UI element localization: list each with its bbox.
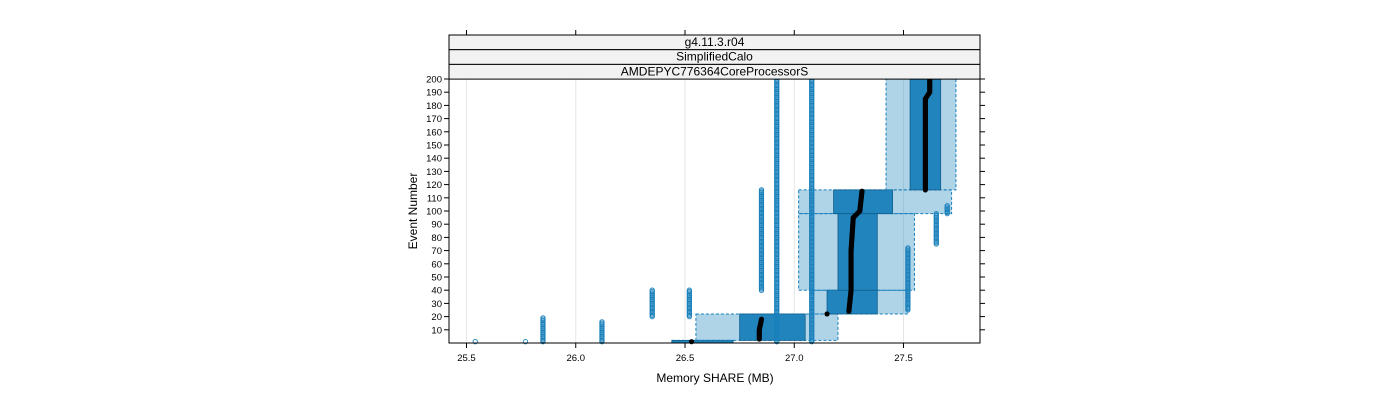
y-tick-label: 60 bbox=[431, 259, 442, 270]
outlier-point bbox=[686, 287, 693, 293]
outlier-points bbox=[472, 76, 950, 345]
median-points bbox=[688, 76, 933, 345]
y-tick-label: 80 bbox=[431, 233, 442, 244]
x-tick-label: 26.0 bbox=[566, 353, 585, 364]
grid-lines bbox=[465, 79, 905, 343]
y-tick-label: 190 bbox=[426, 88, 442, 99]
strip-header bbox=[448, 63, 981, 80]
iqr-box bbox=[739, 313, 806, 341]
y-tick-label: 200 bbox=[426, 75, 442, 86]
iqr-box bbox=[837, 213, 878, 291]
outlier-point bbox=[758, 187, 765, 193]
y-tick-label: 170 bbox=[426, 114, 442, 125]
x-axis-title: Memory SHARE (MB) bbox=[656, 371, 773, 385]
y-tick-label: 130 bbox=[426, 167, 442, 178]
strip-label: SimplifiedCalo bbox=[676, 50, 753, 64]
outlier-point bbox=[522, 339, 529, 345]
y-tick-label: 90 bbox=[431, 220, 442, 231]
axis-ticks: 25.5 26.0 26.5 27.0 27.5 10 20 30 40 50 60 70 80 90 10… bbox=[426, 30, 985, 364]
y-tick-label: 100 bbox=[426, 207, 442, 218]
outlier-point bbox=[599, 319, 605, 325]
y-tick-label: 120 bbox=[426, 180, 442, 191]
outlier-point bbox=[540, 315, 546, 321]
y-tick-label: 160 bbox=[426, 127, 442, 138]
y-tick-label: 140 bbox=[426, 154, 442, 165]
y-tick-label: 180 bbox=[426, 101, 442, 112]
outlier-point bbox=[944, 203, 950, 209]
strip-label: g4.11.3.r04 bbox=[685, 35, 745, 49]
y-tick-label: 110 bbox=[427, 193, 442, 204]
median-point bbox=[824, 311, 830, 317]
box-plots bbox=[671, 78, 957, 344]
outlier-point bbox=[472, 339, 478, 345]
strip-label: AMDEPYC776364CoreProcessorS bbox=[621, 64, 808, 78]
outlier-point bbox=[649, 287, 655, 293]
median-point bbox=[859, 188, 865, 194]
y-axis-title: Event Number bbox=[406, 173, 420, 250]
y-tick-label: 10 bbox=[431, 325, 442, 336]
y-tick-label: 40 bbox=[431, 286, 442, 297]
outlier-point bbox=[905, 245, 911, 251]
y-tick-label: 30 bbox=[431, 299, 442, 310]
strip-headers: g4.11.3.r04SimplifiedCaloAMDEPYC776364Co… bbox=[448, 34, 981, 80]
x-tick-label: 27.0 bbox=[785, 353, 804, 364]
y-tick-label: 20 bbox=[431, 312, 442, 323]
median-point bbox=[758, 316, 765, 322]
x-tick-label: 25.5 bbox=[457, 353, 476, 364]
x-tick-label: 27.5 bbox=[894, 353, 913, 364]
y-tick-label: 70 bbox=[431, 246, 442, 257]
y-tick-label: 50 bbox=[431, 273, 442, 284]
x-tick-label: 26.5 bbox=[676, 353, 695, 364]
outlier-point bbox=[933, 210, 939, 217]
y-tick-label: 150 bbox=[426, 141, 442, 152]
